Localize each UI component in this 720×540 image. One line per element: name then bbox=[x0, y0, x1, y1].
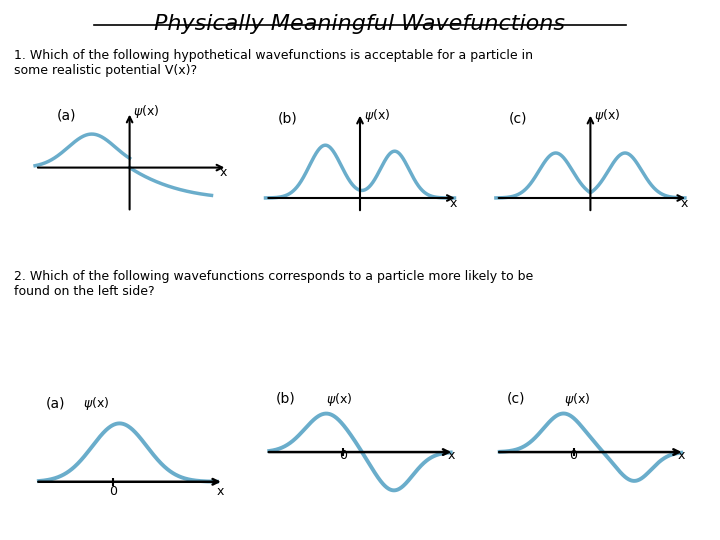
Text: x: x bbox=[678, 449, 685, 462]
Text: x: x bbox=[217, 484, 225, 498]
Text: 1. Which of the following hypothetical wavefunctions is acceptable for a particl: 1. Which of the following hypothetical w… bbox=[14, 49, 534, 77]
Text: (c): (c) bbox=[508, 112, 527, 126]
Text: $\psi$(x): $\psi$(x) bbox=[564, 390, 590, 408]
Text: Physically Meaningful Wavefunctions: Physically Meaningful Wavefunctions bbox=[155, 14, 565, 33]
Text: 0: 0 bbox=[570, 449, 577, 462]
Text: $\psi$(x): $\psi$(x) bbox=[594, 107, 621, 124]
Text: (b): (b) bbox=[276, 392, 296, 406]
Text: (b): (b) bbox=[278, 112, 298, 126]
Text: (c): (c) bbox=[506, 392, 525, 406]
Text: x: x bbox=[447, 449, 455, 462]
Text: (a): (a) bbox=[45, 396, 65, 410]
Text: $\psi$(x): $\psi$(x) bbox=[364, 107, 390, 124]
Text: $\psi$(x): $\psi$(x) bbox=[83, 395, 109, 412]
Text: (a): (a) bbox=[57, 108, 76, 122]
Text: $\psi$(x): $\psi$(x) bbox=[133, 103, 160, 120]
Text: $\psi$(x): $\psi$(x) bbox=[326, 390, 353, 408]
Text: 0: 0 bbox=[109, 484, 117, 498]
Text: x: x bbox=[450, 197, 457, 210]
Text: 0: 0 bbox=[339, 449, 347, 462]
Text: x: x bbox=[680, 197, 688, 210]
Text: 2. Which of the following wavefunctions corresponds to a particle more likely to: 2. Which of the following wavefunctions … bbox=[14, 270, 534, 298]
Text: x: x bbox=[220, 166, 227, 179]
